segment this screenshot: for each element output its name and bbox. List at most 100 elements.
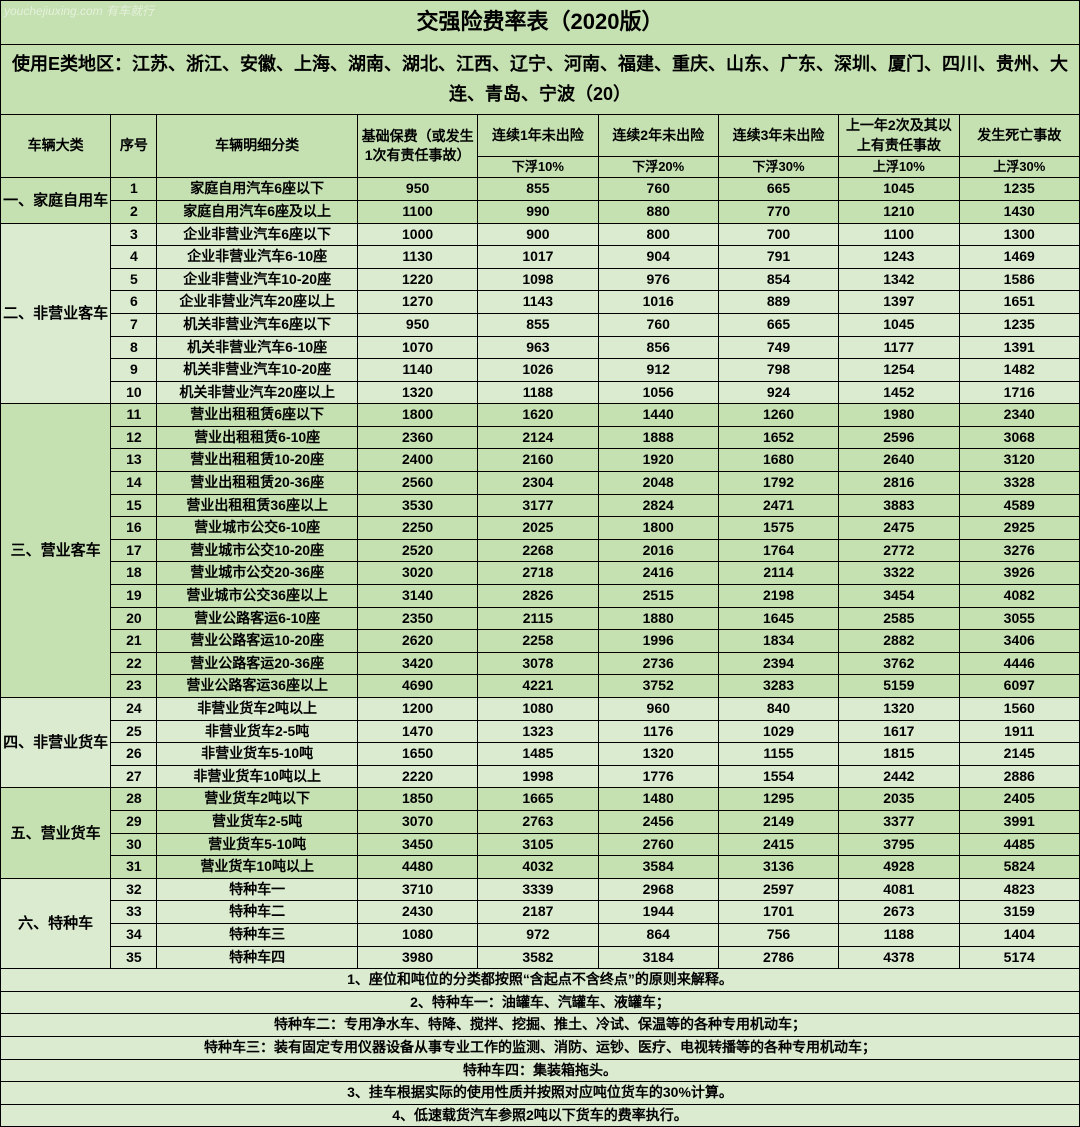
- table-row: 20营业公路客运6-10座235021151880164525853055: [1, 607, 1080, 630]
- table-row: 7机关非营业汽车6座以下95085576066510451235: [1, 313, 1080, 336]
- detail-cell: 非营业货车2吨以上: [157, 698, 358, 721]
- value-cell: 2763: [478, 810, 598, 833]
- value-cell: 665: [718, 313, 838, 336]
- table-row: 8机关非营业汽车6-10座107096385674911771391: [1, 336, 1080, 359]
- hdr-no: 序号: [111, 114, 157, 177]
- no-cell: 11: [111, 404, 157, 427]
- value-cell: 1029: [718, 720, 838, 743]
- value-cell: 1620: [478, 404, 598, 427]
- table-row: 25非营业货车2-5吨147013231176102916171911: [1, 720, 1080, 743]
- value-cell: 1016: [598, 291, 718, 314]
- value-cell: 1155: [718, 743, 838, 766]
- value-cell: 1716: [959, 381, 1080, 404]
- value-cell: 972: [478, 923, 598, 946]
- detail-cell: 营业公路客运6-10座: [157, 607, 358, 630]
- detail-cell: 营业货车2吨以下: [157, 788, 358, 811]
- value-cell: 4589: [959, 494, 1080, 517]
- value-cell: 3055: [959, 607, 1080, 630]
- category-cell: 三、营业客车: [1, 404, 111, 698]
- value-cell: 760: [598, 178, 718, 201]
- value-cell: 1176: [598, 720, 718, 743]
- category-cell: 一、家庭自用车: [1, 178, 111, 223]
- value-cell: 4032: [478, 856, 598, 879]
- no-cell: 28: [111, 788, 157, 811]
- value-cell: 1188: [478, 381, 598, 404]
- value-cell: 3530: [357, 494, 477, 517]
- value-cell: 3762: [839, 652, 959, 675]
- table-row: 21营业公路客运10-20座262022581996183428823406: [1, 630, 1080, 653]
- value-cell: 924: [718, 381, 838, 404]
- value-cell: 1920: [598, 449, 718, 472]
- value-cell: 1080: [357, 923, 477, 946]
- value-cell: 2456: [598, 810, 718, 833]
- detail-cell: 企业非营业汽车6-10座: [157, 246, 358, 269]
- value-cell: 1645: [718, 607, 838, 630]
- value-cell: 1130: [357, 246, 477, 269]
- value-cell: 2048: [598, 472, 718, 495]
- value-cell: 2673: [839, 901, 959, 924]
- detail-cell: 营业公路客运10-20座: [157, 630, 358, 653]
- value-cell: 2968: [598, 878, 718, 901]
- no-cell: 21: [111, 630, 157, 653]
- table-row: 12营业出租租赁6-10座236021241888165225963068: [1, 426, 1080, 449]
- no-cell: 17: [111, 539, 157, 562]
- hdr-c5: 发生死亡事故: [959, 114, 1080, 156]
- value-cell: 3328: [959, 472, 1080, 495]
- value-cell: 2025: [478, 517, 598, 540]
- table-row: 15营业出租租赁36座以上353031772824247138834589: [1, 494, 1080, 517]
- value-cell: 2736: [598, 652, 718, 675]
- table-row: 9机关非营业汽车10-20座1140102691279812541482: [1, 359, 1080, 382]
- value-cell: 2786: [718, 946, 838, 969]
- value-cell: 2772: [839, 539, 959, 562]
- value-cell: 1944: [598, 901, 718, 924]
- value-cell: 880: [598, 200, 718, 223]
- value-cell: 2826: [478, 585, 598, 608]
- value-cell: 1143: [478, 291, 598, 314]
- no-cell: 9: [111, 359, 157, 382]
- hdr-c4: 上一年2次及其以上有责任事故: [839, 114, 959, 156]
- table-row: 31营业货车10吨以上448040323584313649285824: [1, 856, 1080, 879]
- value-cell: 1235: [959, 313, 1080, 336]
- value-cell: 3450: [357, 833, 477, 856]
- table-row: 五、营业货车28营业货车2吨以下185016651480129520352405: [1, 788, 1080, 811]
- value-cell: 2250: [357, 517, 477, 540]
- value-cell: 2882: [839, 630, 959, 653]
- value-cell: 1404: [959, 923, 1080, 946]
- value-cell: 4446: [959, 652, 1080, 675]
- value-cell: 1980: [839, 404, 959, 427]
- detail-cell: 营业城市公交36座以上: [157, 585, 358, 608]
- value-cell: 1056: [598, 381, 718, 404]
- hdr-sub-3: 下浮30%: [718, 157, 838, 178]
- no-cell: 29: [111, 810, 157, 833]
- hdr-sub-2: 下浮20%: [598, 157, 718, 178]
- no-cell: 14: [111, 472, 157, 495]
- value-cell: 665: [718, 178, 838, 201]
- title-row: 交强险费率表（2020版）: [1, 1, 1080, 45]
- hdr-sub-5: 上浮30%: [959, 157, 1080, 178]
- value-cell: 2400: [357, 449, 477, 472]
- value-cell: 1482: [959, 359, 1080, 382]
- value-cell: 1586: [959, 268, 1080, 291]
- value-cell: 2475: [839, 517, 959, 540]
- value-cell: 2114: [718, 562, 838, 585]
- category-cell: 二、非营业客车: [1, 223, 111, 404]
- value-cell: 2560: [357, 472, 477, 495]
- value-cell: 900: [478, 223, 598, 246]
- table-row: 22营业公路客运20-36座342030782736239437624446: [1, 652, 1080, 675]
- value-cell: 3276: [959, 539, 1080, 562]
- value-cell: 1617: [839, 720, 959, 743]
- note-row: 3、挂车根据实际的使用性质并按照对应吨位货车的30%计算。: [1, 1082, 1080, 1105]
- value-cell: 1397: [839, 291, 959, 314]
- detail-cell: 营业货车5-10吨: [157, 833, 358, 856]
- value-cell: 963: [478, 336, 598, 359]
- value-cell: 950: [357, 178, 477, 201]
- note-row: 2、特种车一：油罐车、汽罐车、液罐车；: [1, 991, 1080, 1014]
- value-cell: 1815: [839, 743, 959, 766]
- value-cell: 3582: [478, 946, 598, 969]
- value-cell: 3406: [959, 630, 1080, 653]
- table-row: 23营业公路客运36座以上469042213752328351596097: [1, 675, 1080, 698]
- note-row: 特种车四：集装箱拖头。: [1, 1059, 1080, 1082]
- value-cell: 3322: [839, 562, 959, 585]
- value-cell: 2925: [959, 517, 1080, 540]
- detail-cell: 营业城市公交10-20座: [157, 539, 358, 562]
